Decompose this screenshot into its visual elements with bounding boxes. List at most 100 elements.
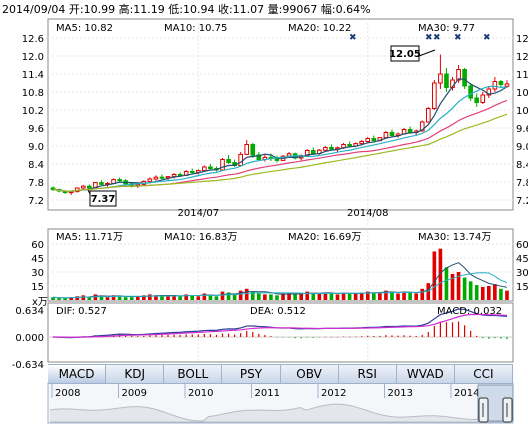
- candle-body: [444, 73, 449, 88]
- price-tick-right: 10.2: [516, 106, 528, 117]
- volume-bar: [353, 293, 358, 300]
- macd-histogram-bar: [482, 337, 484, 339]
- volume-bar: [202, 293, 207, 300]
- max-price-label: 12.05: [389, 49, 421, 60]
- candle-body: [202, 166, 207, 172]
- macd-histogram-bar: [318, 337, 320, 338]
- candle-body: [220, 159, 225, 171]
- timeline-year: 2010: [188, 388, 213, 399]
- min-price-label: 7.37: [91, 194, 116, 205]
- macd-histogram-bar: [131, 335, 133, 337]
- tab-macd[interactable]: MACD: [48, 365, 107, 383]
- tab-kdj[interactable]: KDJ: [106, 365, 165, 383]
- volume-legend-ma5: MA5: 11.71万: [56, 232, 123, 243]
- price-tick-left: 7.8: [28, 178, 44, 189]
- candle-body: [462, 69, 467, 87]
- macd-histogram-bar: [367, 335, 369, 337]
- price-tick-right: 11.4: [516, 70, 528, 81]
- price-tick-left: 8.4: [28, 160, 44, 171]
- volume-bar: [51, 297, 55, 300]
- timeline-year: 2008: [55, 388, 80, 399]
- macd-histogram-bar: [221, 333, 224, 337]
- volume-bar: [299, 293, 303, 300]
- price-tick-left: 10.2: [22, 106, 44, 117]
- candle-body: [480, 94, 486, 103]
- candle-body: [80, 185, 86, 189]
- candle-body: [50, 187, 56, 190]
- tab-obv[interactable]: OBV: [281, 365, 339, 383]
- timeline-year: 2014: [454, 388, 479, 399]
- candle-body: [274, 158, 280, 161]
- candle-body: [323, 147, 328, 151]
- macd-histogram-bar: [246, 331, 248, 337]
- macd-plot: [52, 308, 508, 340]
- macd-histogram-bar: [427, 331, 429, 337]
- volume-bar: [468, 281, 473, 300]
- volume-bar: [329, 293, 334, 300]
- volume-bar: [238, 290, 243, 300]
- timeline-navigator[interactable]: 2008 2009 2010 2011 2012 2013 2014: [47, 382, 514, 424]
- volume-bar: [402, 291, 406, 300]
- volume-bar: [142, 295, 146, 300]
- macd-histogram-bar: [324, 336, 326, 338]
- kline-legend-ma5: MA5: 10.82: [56, 23, 113, 34]
- volume-bar: [117, 296, 122, 300]
- volume-bar: [105, 297, 110, 300]
- volume-bar: [269, 294, 273, 300]
- volume-bar: [317, 293, 322, 300]
- macd-tick: 0.000: [15, 333, 44, 344]
- candle-body: [389, 132, 395, 136]
- candle-body: [153, 176, 159, 180]
- macd-histogram-bar: [300, 337, 302, 339]
- macd-histogram-bar: [258, 333, 260, 337]
- candle-body: [159, 176, 165, 179]
- candle-body: [438, 73, 443, 84]
- tab-cci[interactable]: CCI: [455, 365, 513, 383]
- price-tick-right: 7.2: [516, 196, 528, 207]
- price-tick-right: 8.4: [516, 160, 528, 171]
- macd-histogram-bar: [470, 330, 472, 337]
- price-tick-right: 10.8: [516, 88, 528, 99]
- tab-psy[interactable]: PSY: [222, 365, 281, 383]
- macd-histogram-bar: [415, 336, 417, 337]
- macd-histogram-bar: [227, 333, 230, 337]
- volume-bar: [390, 292, 394, 300]
- macd-histogram-bar: [385, 335, 387, 337]
- volume-bar: [323, 292, 328, 300]
- macd-histogram-bar: [191, 334, 193, 337]
- tab-boll[interactable]: BOLL: [164, 365, 223, 383]
- candle-body: [492, 81, 498, 90]
- event-marker-icon: ✖: [483, 33, 491, 43]
- macd-panel: [47, 302, 514, 363]
- candle-body: [407, 129, 413, 133]
- volume-bar: [275, 295, 279, 300]
- event-markers[interactable]: ✖ ✖ ✖ ✖ ✖: [349, 33, 491, 43]
- tab-rsi[interactable]: RSI: [339, 365, 397, 383]
- volume-bar: [129, 297, 134, 300]
- volume-bars: [51, 248, 509, 300]
- volume-tick-left: 60: [31, 240, 44, 251]
- candle-body: [99, 182, 104, 185]
- volume-bar: [456, 272, 461, 300]
- macd-histogram-bar: [161, 334, 163, 337]
- volume-tick-right: 30: [516, 268, 528, 279]
- volume-legend-ma10: MA10: 16.83万: [164, 232, 237, 243]
- macd-histogram-bar: [330, 336, 333, 338]
- tab-wvad[interactable]: WVAD: [397, 365, 455, 383]
- event-marker-icon: ✖: [433, 33, 441, 43]
- volume-ma10-line: [52, 272, 508, 299]
- volume-bar: [184, 294, 188, 300]
- volume-bar: [287, 292, 291, 300]
- volume-bar: [420, 288, 425, 300]
- macd-histogram-bar: [409, 335, 411, 337]
- axis-labels: 12.6 12.6 12.0 12.0 11.4 11.4 10.8 10.8 10.2 10.2…: [12, 34, 528, 371]
- candle-body: [498, 81, 504, 85]
- volume-bar: [63, 298, 67, 300]
- price-tick-left: 10.8: [22, 88, 44, 99]
- macd-histogram-bar: [306, 337, 308, 338]
- candle-body: [250, 144, 256, 156]
- macd-histogram-bar: [506, 337, 508, 340]
- macd-dea-label: DEA: 0.512: [250, 306, 306, 317]
- macd-histogram-bar: [439, 321, 441, 337]
